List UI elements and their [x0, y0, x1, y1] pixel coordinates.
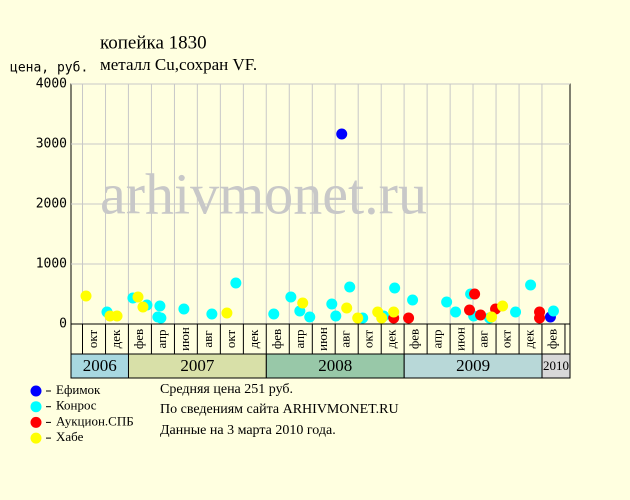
- watermark: arhivmonet.ru: [100, 161, 427, 226]
- point: [341, 302, 353, 314]
- legend-marker: [30, 385, 42, 397]
- x-tick-label: дек: [522, 329, 537, 348]
- x-tick-label: дек: [108, 329, 123, 348]
- point: [486, 311, 498, 323]
- point: [344, 281, 356, 293]
- point: [230, 277, 242, 289]
- y-tick-label: 1000: [36, 257, 67, 272]
- point: [525, 279, 537, 291]
- point: [352, 312, 364, 324]
- point: [285, 291, 297, 303]
- point: [376, 312, 388, 324]
- x-tick-label: авг: [338, 330, 353, 347]
- point: [304, 311, 316, 323]
- point: [547, 305, 559, 317]
- legend-label: Ефимок: [56, 382, 101, 397]
- x-tick-label: фев: [131, 329, 146, 349]
- legend-label: Аукцион.СПБ: [56, 413, 134, 428]
- y-tick-label: 0: [59, 317, 67, 332]
- point: [389, 282, 401, 294]
- year-label: 2009: [456, 356, 490, 375]
- point: [475, 309, 487, 321]
- point: [403, 312, 415, 324]
- x-tick-label: июн: [453, 327, 468, 351]
- point: [330, 310, 342, 322]
- legend-label: Конрос: [56, 398, 97, 413]
- x-tick-label: июн: [177, 327, 192, 351]
- chart-subtitle: металл Cu,сохран VF.: [100, 55, 257, 74]
- x-tick-label: дек: [246, 329, 261, 348]
- legend-marker: [30, 432, 42, 444]
- year-band: [70, 353, 129, 379]
- x-tick-label: авг: [200, 330, 215, 347]
- x-tick-label: окт: [85, 330, 100, 349]
- year-band: [403, 353, 543, 379]
- year-label: 2008: [318, 356, 352, 375]
- year-band: [541, 353, 571, 379]
- point: [534, 312, 546, 324]
- x-tick-label: апр: [430, 329, 445, 348]
- point: [388, 306, 400, 318]
- point: [407, 294, 419, 306]
- point: [510, 306, 522, 318]
- x-tick-label: фев: [269, 329, 284, 349]
- point: [155, 312, 167, 324]
- point: [469, 288, 481, 300]
- legend-label: Хабе: [56, 429, 84, 444]
- point: [132, 291, 144, 303]
- year-label: 2006: [83, 356, 117, 375]
- chart-title: копейка 1830: [100, 32, 207, 53]
- point: [297, 297, 309, 309]
- point: [137, 301, 149, 313]
- x-tick-label: фев: [407, 329, 422, 349]
- x-tick-label: окт: [499, 330, 514, 349]
- y-axis-label: цена, руб.: [10, 61, 88, 76]
- point: [111, 310, 123, 322]
- point: [178, 303, 190, 315]
- point: [326, 298, 338, 310]
- year-label: 2007: [180, 356, 215, 375]
- x-tick-label: окт: [223, 330, 238, 349]
- point: [154, 300, 166, 312]
- x-tick-label: окт: [361, 330, 376, 349]
- legend-marker: [30, 401, 42, 413]
- note: Данные на 3 марта 2010 года.: [160, 423, 336, 438]
- y-tick-label: 2000: [36, 197, 67, 212]
- x-tick-label: авг: [476, 330, 491, 347]
- x-tick-label: дек: [384, 329, 399, 348]
- x-tick-label: июн: [315, 327, 330, 351]
- point: [450, 306, 462, 318]
- note: Средняя цена 251 руб.: [160, 382, 293, 397]
- point: [464, 304, 476, 316]
- point: [268, 308, 280, 320]
- point: [221, 307, 233, 319]
- x-tick-label: апр: [292, 329, 307, 348]
- year-label: 2010: [543, 358, 569, 373]
- x-tick-label: фев: [544, 329, 559, 349]
- point: [497, 300, 509, 312]
- year-band: [265, 353, 405, 379]
- point: [80, 290, 92, 302]
- point: [441, 296, 453, 308]
- point: [336, 128, 348, 140]
- point: [206, 308, 218, 320]
- x-tick-label: апр: [154, 329, 169, 348]
- y-tick-label: 4000: [36, 77, 67, 92]
- note: По сведениям сайта ARHIVMONET.RU: [160, 402, 399, 417]
- y-tick-label: 3000: [36, 137, 67, 152]
- legend-marker: [30, 416, 42, 428]
- year-band: [127, 353, 267, 379]
